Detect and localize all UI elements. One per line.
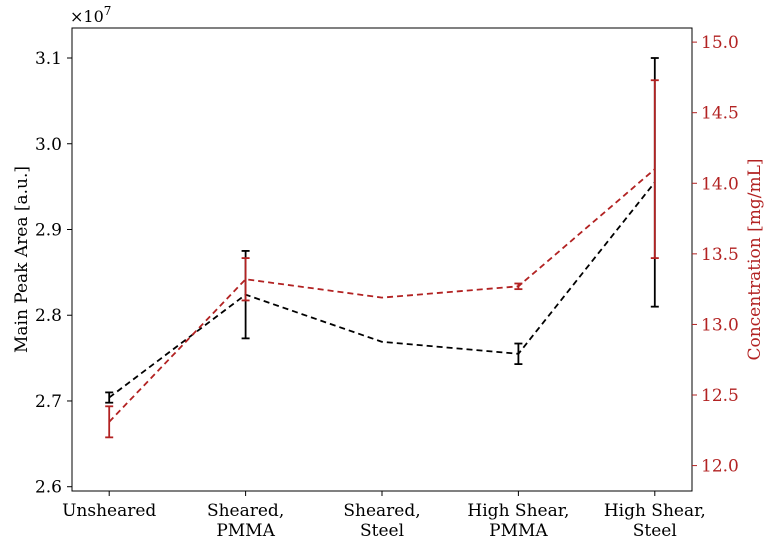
right-tick-label: 13.0 xyxy=(701,315,739,335)
right-axis-title: Concentration [mg/mL] xyxy=(745,158,765,360)
right-tick-label: 14.5 xyxy=(701,104,739,124)
left-tick-label: 3.0 xyxy=(35,135,62,155)
series-layer xyxy=(105,57,659,439)
x-tick-label-line: Steel xyxy=(633,521,677,541)
error-bar-right xyxy=(650,79,659,259)
x-tick-label: Unsheared xyxy=(62,501,156,521)
series-line-left xyxy=(108,181,656,399)
left-axis-ticks: 2.6 2.7 2.8 2.9 3.0 3.1 xyxy=(35,49,72,498)
series-line-right xyxy=(108,168,656,423)
right-tick-label: 15.0 xyxy=(701,33,739,53)
right-tick-label: 13.5 xyxy=(701,245,739,265)
x-tick-label-line: Unsheared xyxy=(62,501,156,521)
axis-multiplier-label: ×107 xyxy=(70,4,111,26)
x-tick-label: Sheared, Steel xyxy=(343,501,420,541)
plot-frame xyxy=(71,27,693,492)
left-tick-label: 3.1 xyxy=(35,49,62,69)
x-tick-label-line: High Shear, xyxy=(604,501,706,521)
error-bar-left xyxy=(105,391,114,404)
right-tick-label: 14.0 xyxy=(701,174,739,194)
x-tick-label-line: Steel xyxy=(360,521,404,541)
x-tick-label-line: High Shear, xyxy=(467,501,569,521)
x-tick-label-line: PMMA xyxy=(489,521,548,541)
x-tick-label-line: Sheared, xyxy=(207,501,284,521)
left-tick-label: 2.6 xyxy=(35,478,62,498)
left-axis-title: Main Peak Area [a.u.] xyxy=(12,166,32,353)
left-tick-label: 2.8 xyxy=(35,306,62,326)
left-tick-label: 2.9 xyxy=(35,220,62,240)
right-tick-label: 12.0 xyxy=(701,457,739,477)
error-bar-right xyxy=(514,282,523,291)
error-bar-right xyxy=(241,257,250,302)
left-tick-label: 2.7 xyxy=(35,392,62,412)
x-tick-label-line: PMMA xyxy=(216,521,275,541)
right-tick-label: 12.5 xyxy=(701,386,739,406)
error-bar-right xyxy=(105,405,114,439)
x-tick-label: High Shear, Steel xyxy=(604,501,706,541)
x-tick-label: Sheared, PMMA xyxy=(207,501,284,541)
x-tick-label-line: Sheared, xyxy=(343,501,420,521)
right-axis-ticks: 12.0 12.5 13.0 13.5 14.0 14.5 15.0 xyxy=(692,33,739,477)
plot-area-border xyxy=(71,27,693,492)
error-bar-left xyxy=(514,342,523,366)
x-tick-label: High Shear, PMMA xyxy=(467,501,569,541)
